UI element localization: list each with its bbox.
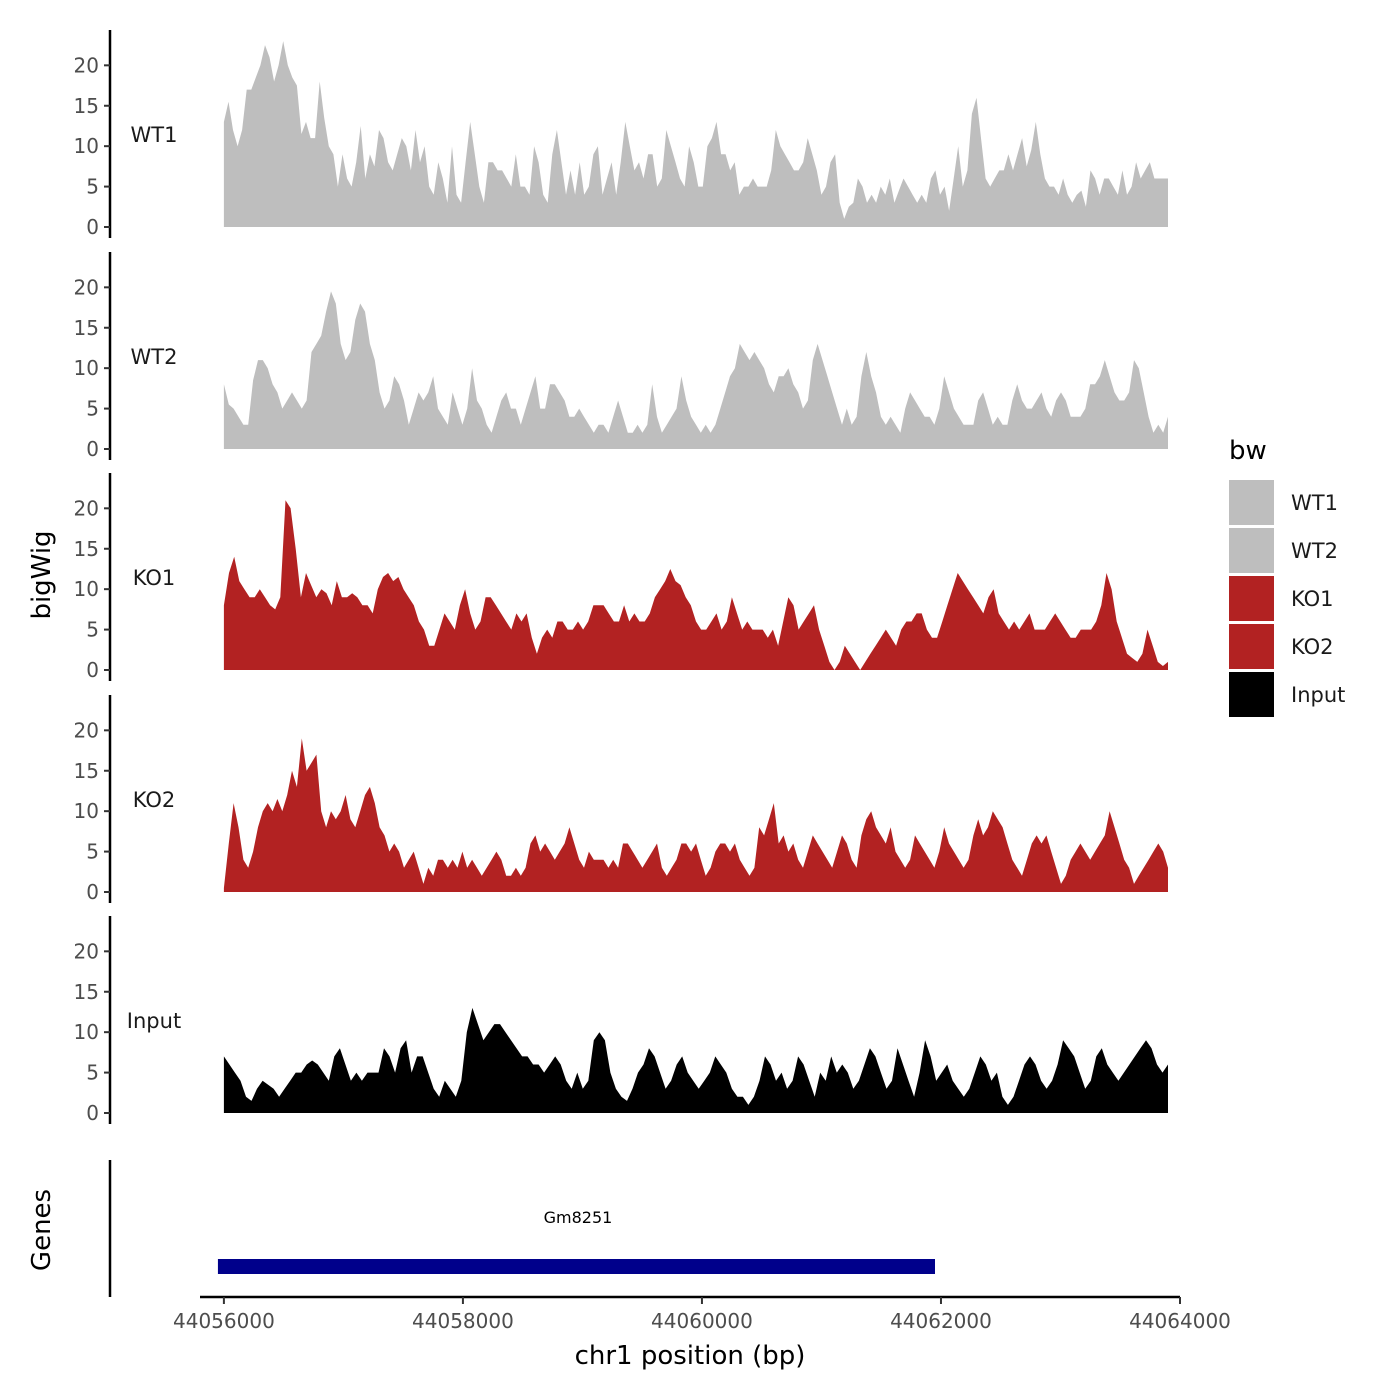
- legend-swatch: [1229, 528, 1274, 573]
- track-label: KO2: [133, 788, 176, 812]
- y-tick-label: 10: [74, 356, 99, 380]
- x-tick-label: 44056000: [173, 1309, 275, 1333]
- legend-swatch: [1229, 576, 1274, 621]
- y-tick-label: 0: [86, 437, 99, 461]
- area-input: [223, 1007, 1168, 1113]
- y-tick-label: 0: [86, 658, 99, 682]
- track-label: KO1: [133, 566, 176, 590]
- x-tick-label: 44062000: [890, 1309, 992, 1333]
- legend-label: KO1: [1291, 587, 1334, 611]
- y-tick-label: 15: [74, 980, 99, 1004]
- y-tick-label: 5: [86, 1061, 99, 1085]
- y-tick-label: 20: [74, 496, 99, 520]
- legend-label: KO2: [1291, 635, 1334, 659]
- y-tick-label: 15: [74, 537, 99, 561]
- y-tick-label: 15: [74, 759, 99, 783]
- y-tick-label: 20: [74, 53, 99, 77]
- genes-panel: Gm8251: [108, 1160, 936, 1297]
- panel-wt2: 0 5 10 15 20 WT2: [74, 252, 1168, 461]
- legend-title: bw: [1229, 436, 1267, 466]
- area-wt1: [223, 41, 1168, 227]
- y-tick-label: 5: [86, 618, 99, 642]
- panel-ko1: 0 5 10 15 20 KO1: [74, 473, 1168, 682]
- bigwig-panels: 0 5 10 15 20 WT1 0 5 10 15 20 WT2 0 5 10 15 20 KO1 0 5 10 15 2…: [74, 30, 1168, 1125]
- y-tick-label: 5: [86, 840, 99, 864]
- legend-swatch: [1229, 480, 1274, 525]
- track-label: Input: [127, 1009, 181, 1033]
- y-tick-label: 10: [74, 799, 99, 823]
- y-tick-label: 5: [86, 397, 99, 421]
- y-tick-label: 15: [74, 316, 99, 340]
- y-tick-label: 20: [74, 939, 99, 963]
- y-tick-label: 5: [86, 175, 99, 199]
- x-axis-title: chr1 position (bp): [575, 1341, 806, 1371]
- y-tick-label: 0: [86, 215, 99, 239]
- area-ko1: [223, 500, 1168, 670]
- y-tick-label: 0: [86, 1101, 99, 1125]
- x-tick-label: 44064000: [1129, 1309, 1231, 1333]
- genes-axis-title: Genes: [27, 1189, 57, 1271]
- track-label: WT2: [131, 345, 178, 369]
- panel-input: 0 5 10 15 20 Input: [74, 916, 1168, 1125]
- y-tick-label: 20: [74, 718, 99, 742]
- x-tick-label: 44058000: [412, 1309, 514, 1333]
- legend-swatch: [1229, 672, 1274, 717]
- legend-label: WT2: [1291, 539, 1338, 563]
- track-label: WT1: [131, 123, 178, 147]
- y-axis-title: bigWig: [27, 530, 57, 619]
- y-tick-label: 20: [74, 275, 99, 299]
- y-tick-label: 10: [74, 134, 99, 158]
- gene-bar: [217, 1259, 936, 1274]
- area-ko2: [223, 738, 1168, 892]
- area-wt2: [223, 291, 1168, 449]
- gene-label: Gm8251: [544, 1208, 613, 1227]
- legend-label: WT1: [1291, 491, 1338, 515]
- y-tick-label: 0: [86, 880, 99, 904]
- panel-wt1: 0 5 10 15 20 WT1: [74, 30, 1168, 239]
- legend-label: Input: [1291, 683, 1345, 707]
- panel-ko2: 0 5 10 15 20 KO2: [74, 695, 1168, 904]
- legend-swatch: [1229, 624, 1274, 669]
- x-tick-label: 44060000: [651, 1309, 753, 1333]
- y-tick-label: 10: [74, 1020, 99, 1044]
- legend: bw WT1 WT2 KO1 KO2 Input: [1229, 436, 1345, 717]
- y-tick-label: 15: [74, 94, 99, 118]
- y-tick-label: 10: [74, 577, 99, 601]
- x-axis: 44056000 44058000 44060000 44062000 44064000: [173, 1295, 1231, 1333]
